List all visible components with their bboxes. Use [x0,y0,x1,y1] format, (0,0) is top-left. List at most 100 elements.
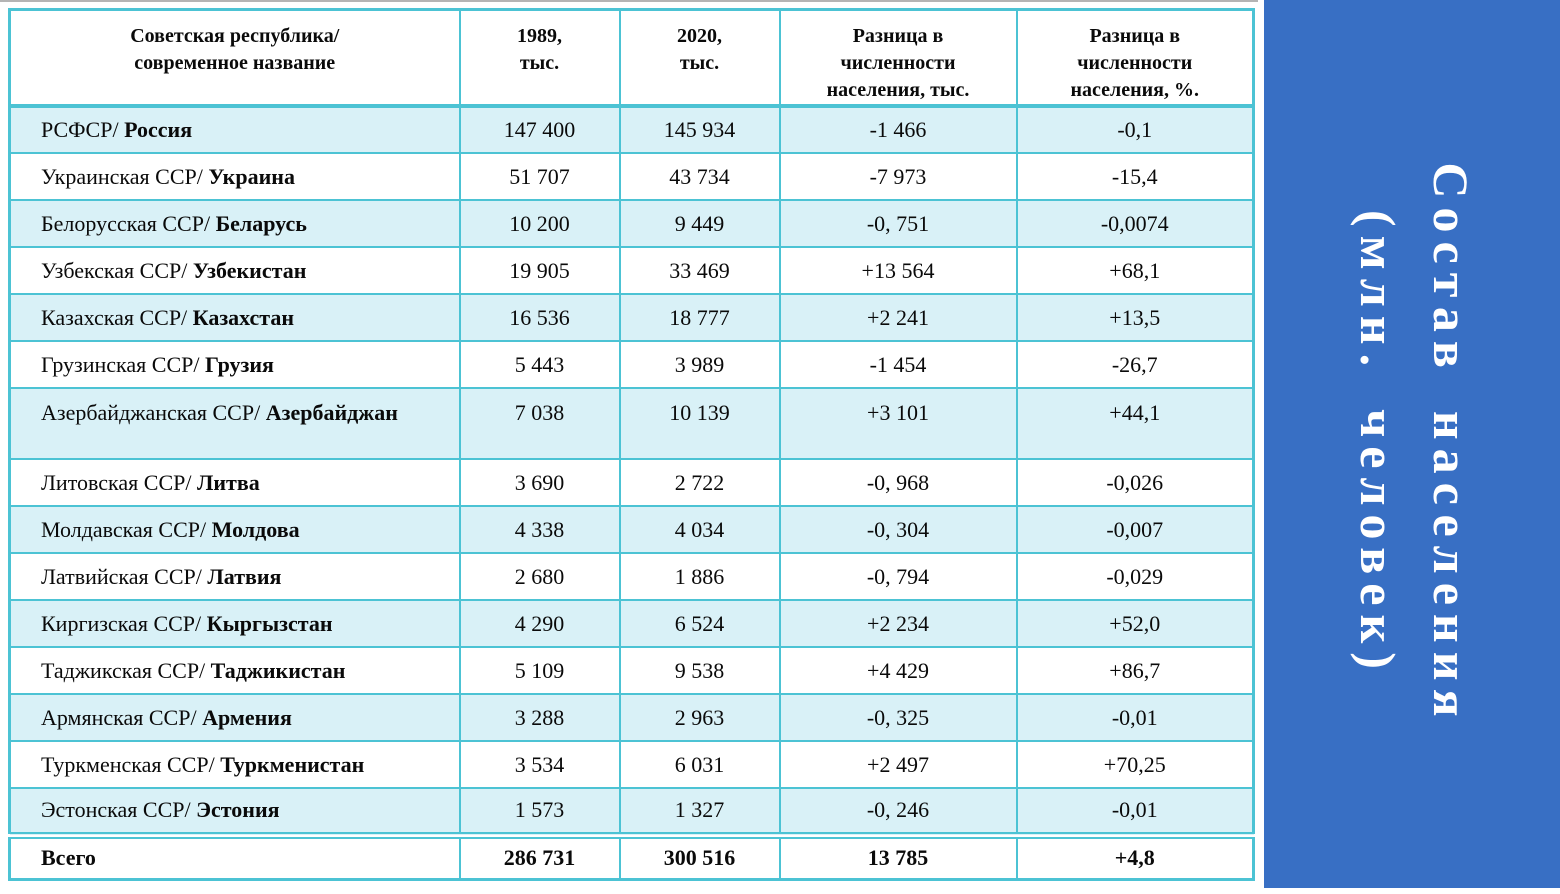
population-diff-percent-cell: -0,0074 [1015,199,1255,248]
population-diff-cell: +4 429 [778,646,1018,695]
population-diff-percent-cell: -0,01 [1015,693,1255,742]
population-diff-percent-cell: -26,7 [1015,340,1255,389]
republic-cell: Украинская ССР/ Украина [8,152,461,201]
republic-soviet-name: Эстонская ССР/ [41,797,191,823]
population-2020-cell: 33 469 [618,246,781,295]
population-1989-cell: 3 534 [458,740,621,789]
population-2020-cell: 9 538 [618,646,781,695]
population-2020-cell: 1 886 [618,552,781,601]
table-row: Эстонская ССР/ Эстония 1 573 1 327 -0, 2… [8,787,1255,836]
republic-soviet-name: Украинская ССР/ [41,163,203,189]
population-diff-cell: -7 973 [778,152,1018,201]
republic-modern-name: Литва [196,469,260,495]
population-2020-cell: 10 139 [618,387,781,460]
republic-cell: РСФСР/ Россия [8,105,461,154]
table-row: Литовская ССР/ Литва 3 690 2 722 -0, 968… [8,458,1255,507]
republic-soviet-name: Латвийская ССР/ [41,563,202,589]
republic-modern-name: Грузия [204,351,274,377]
population-1989-cell: 3 288 [458,693,621,742]
population-diff-cell: -0, 246 [778,787,1018,836]
table-row: Киргизская ССР/ Кыргызстан 4 290 6 524 +… [8,599,1255,648]
republic-soviet-name: Туркменская ССР/ [41,751,215,777]
population-table: Советская республика/ современное назван… [8,8,1255,881]
total-diff-cell: 13 785 [778,831,1018,880]
header-diff-thousands-label: Разница в численности населения, тыс. [826,25,970,101]
total-diff-percent-cell: +4,8 [1015,831,1255,880]
table-row: Туркменская ССР/ Туркменистан 3 534 6 03… [8,740,1255,789]
table-row: Украинская ССР/ Украина 51 707 43 734 -7… [8,152,1255,201]
population-diff-cell: +2 241 [778,293,1018,342]
header-row: Советская республика/ современное назван… [8,8,1255,108]
population-2020-cell: 2 722 [618,458,781,507]
population-diff-cell: -0, 751 [778,199,1018,248]
header-diff-percent: Разница в численности населения, %. [1015,8,1255,108]
population-1989-cell: 4 290 [458,599,621,648]
slide-title-line1: Состав населения [1423,162,1479,726]
population-diff-cell: -0, 304 [778,505,1018,554]
header-diff-percent-label: Разница в численности населения, %. [1070,25,1200,101]
side-panel: Состав населения (млн. человек) [1264,0,1560,888]
total-2020-cell: 300 516 [618,831,781,880]
population-1989-cell: 147 400 [458,105,621,154]
population-diff-percent-cell: +44,1 [1015,387,1255,460]
republic-cell: Азербайджанская ССР/ Азербайджан [8,387,461,460]
population-2020-cell: 6 031 [618,740,781,789]
republic-modern-name: Беларусь [215,210,307,236]
table-row: Армянская ССР/ Армения 3 288 2 963 -0, 3… [8,693,1255,742]
population-2020-cell: 145 934 [618,105,781,154]
republic-soviet-name: Киргизская ССР/ [41,610,202,636]
republic-modern-name: Армения [202,704,292,730]
population-diff-cell: -0, 968 [778,458,1018,507]
republic-soviet-name: Литовская ССР/ [41,469,192,495]
population-diff-percent-cell: -0,1 [1015,105,1255,154]
republic-soviet-name: Армянская ССР/ [41,704,197,730]
population-diff-percent-cell: +68,1 [1015,246,1255,295]
republic-modern-name: Таджикистан [210,657,346,683]
population-diff-cell: +2 497 [778,740,1018,789]
population-diff-cell: +13 564 [778,246,1018,295]
population-1989-cell: 5 109 [458,646,621,695]
header-diff-thousands: Разница в численности населения, тыс. [778,8,1018,108]
republic-modern-name: Кыргызстан [206,610,333,636]
population-1989-cell: 51 707 [458,152,621,201]
population-diff-cell: -1 466 [778,105,1018,154]
population-1989-cell: 10 200 [458,199,621,248]
republic-modern-name: Азербайджан [265,400,398,425]
republic-modern-name: Туркменистан [220,751,365,777]
population-2020-cell: 2 963 [618,693,781,742]
table-row: Молдавская ССР/ Молдова 4 338 4 034 -0, … [8,505,1255,554]
republic-cell: Грузинская ССР/ Грузия [8,340,461,389]
republic-soviet-name: Таджикская ССР/ [41,657,206,683]
header-2020: 2020, тыс. [618,8,781,108]
republic-soviet-name: Грузинская ССР/ [41,351,200,377]
table-row: Казахская ССР/ Казахстан 16 536 18 777 +… [8,293,1255,342]
republic-soviet-name: Белорусская ССР/ [41,210,211,236]
table-row: Азербайджанская ССР/ Азербайджан 7 038 1… [8,387,1255,460]
republic-cell: Латвийская ССР/ Латвия [8,552,461,601]
republic-modern-name: Узбекистан [192,257,307,283]
population-diff-cell: -0, 325 [778,693,1018,742]
republic-cell: Туркменская ССР/ Туркменистан [8,740,461,789]
population-diff-cell: -0, 794 [778,552,1018,601]
republic-cell: Молдавская ССР/ Молдова [8,505,461,554]
total-label-cell: Всего [8,831,461,880]
population-diff-cell: +3 101 [778,387,1018,460]
population-1989-cell: 19 905 [458,246,621,295]
population-1989-cell: 5 443 [458,340,621,389]
slide-title: Состав населения (млн. человек) [1337,0,1487,891]
population-1989-cell: 2 680 [458,552,621,601]
header-republic: Советская республика/ современное назван… [8,8,461,108]
republic-modern-name: Эстония [196,797,280,823]
population-diff-percent-cell: -15,4 [1015,152,1255,201]
total-row: Всего 286 731 300 516 13 785 +4,8 [8,831,1255,880]
population-diff-percent-cell: +13,5 [1015,293,1255,342]
republic-cell: Литовская ССР/ Литва [8,458,461,507]
population-1989-cell: 3 690 [458,458,621,507]
header-1989: 1989, тыс. [458,8,621,108]
republic-modern-name: Украина [208,163,295,189]
population-diff-percent-cell: +70,25 [1015,740,1255,789]
republic-cell: Армянская ССР/ Армения [8,693,461,742]
republic-soviet-name: Азербайджанская ССР/ [41,400,261,425]
population-2020-cell: 9 449 [618,199,781,248]
